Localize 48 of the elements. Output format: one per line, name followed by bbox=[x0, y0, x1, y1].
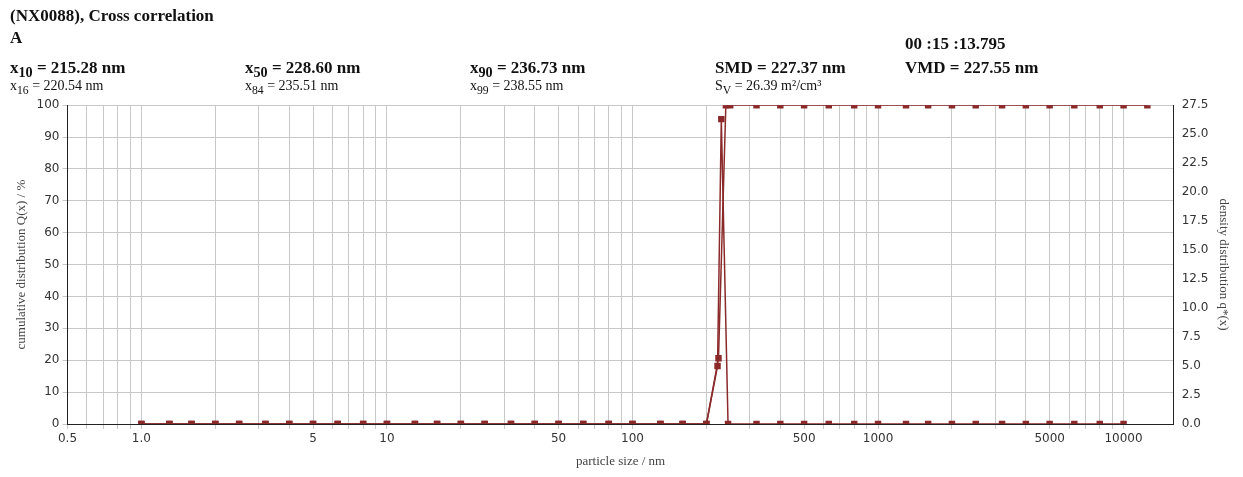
y2-tick-label: 17.5 bbox=[1181, 213, 1209, 228]
y2-tick-label: 5.0 bbox=[1181, 358, 1201, 373]
x-tick-label: 50 bbox=[550, 431, 567, 446]
y2-axis-title: density distribution q*(x) bbox=[1216, 198, 1232, 331]
y2-tick-label: 25.0 bbox=[1181, 126, 1209, 141]
y-tick-label: 70 bbox=[44, 192, 60, 207]
x-tick-label: 0.5 bbox=[57, 431, 78, 446]
y-tick-label: 10 bbox=[44, 384, 60, 399]
y-tick-label: 20 bbox=[44, 352, 60, 367]
text: x$_{99}$ = 238.55 nm bbox=[470, 78, 564, 97]
text: x$_{84}$ = 235.51 nm bbox=[245, 78, 339, 97]
y-tick-label: 100 bbox=[36, 97, 60, 112]
y-tick-label: 30 bbox=[44, 320, 60, 335]
y2-tick-label: 27.5 bbox=[1181, 97, 1209, 112]
y2-tick-label: 20.0 bbox=[1181, 184, 1209, 199]
y-tick-label: 90 bbox=[44, 129, 60, 144]
x-tick-label: 1000 bbox=[862, 431, 894, 446]
y-tick-label: 0 bbox=[51, 416, 60, 431]
x-tick-label: 500 bbox=[792, 431, 816, 446]
x-tick-label: 100 bbox=[621, 431, 644, 446]
y2-tick-label: 22.5 bbox=[1181, 155, 1209, 170]
y-tick-label: 60 bbox=[44, 224, 60, 239]
text: SMD = 227.37 nm bbox=[715, 58, 846, 78]
y-tick-label: 40 bbox=[44, 288, 60, 303]
y2-tick-label: 15.0 bbox=[1181, 242, 1209, 257]
x-tick-label: 5000 bbox=[1034, 431, 1065, 446]
y2-tick-label: 12.5 bbox=[1181, 271, 1209, 286]
x-tick-label: 10 bbox=[379, 431, 395, 446]
text: x$_{10}$ = 215.28 nm bbox=[10, 58, 126, 81]
text: x$_{50}$ = 228.60 nm bbox=[245, 58, 361, 81]
y2-tick-label: 10.0 bbox=[1181, 300, 1209, 315]
y2-tick-label: 2.5 bbox=[1181, 387, 1201, 402]
x-tick-label: 1.0 bbox=[131, 431, 151, 446]
x-tick-label: 5 bbox=[309, 431, 317, 446]
text: x$_{16}$ = 220.54 nm bbox=[10, 78, 104, 97]
text: A bbox=[10, 28, 23, 48]
chart-title: (NX0088), Cross correlation bbox=[10, 6, 214, 26]
y-tick-label: 80 bbox=[44, 161, 60, 176]
text: S$_{V}$ = 26.39 m²/cm³ bbox=[715, 78, 822, 97]
x-axis-title: particle size / nm bbox=[576, 452, 666, 468]
y-axis-title: cumulative distribution Q(x) / % bbox=[13, 179, 29, 350]
x-tick-label: 10000 bbox=[1104, 431, 1143, 446]
y-tick-label: 50 bbox=[44, 256, 60, 271]
text: x$_{90}$ = 236.73 nm bbox=[470, 58, 586, 81]
text: 00 :15 :13.795 bbox=[905, 34, 1006, 54]
y2-tick-label: 7.5 bbox=[1181, 329, 1201, 344]
y2-tick-label: 0.0 bbox=[1181, 416, 1201, 431]
text: VMD = 227.55 nm bbox=[905, 58, 1039, 78]
